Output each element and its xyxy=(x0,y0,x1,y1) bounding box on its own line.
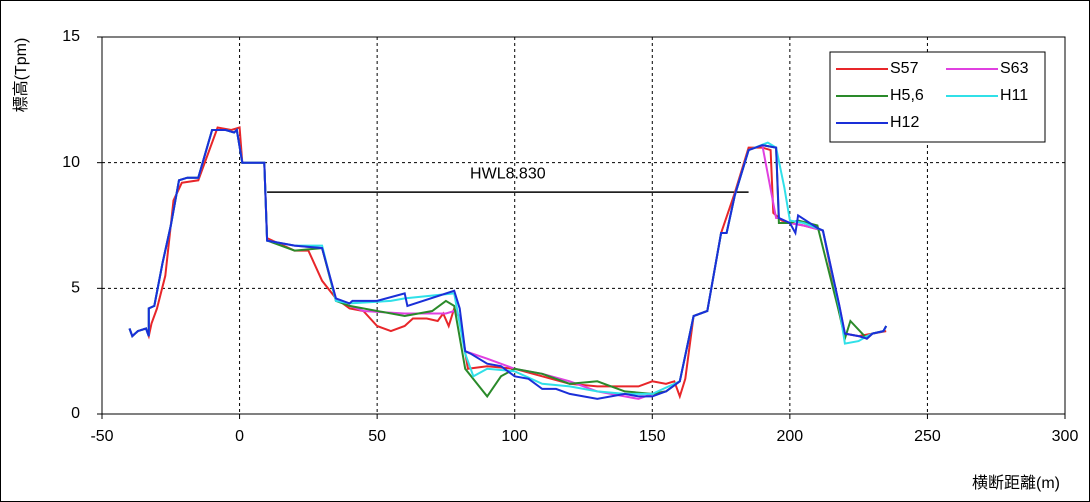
x-tick-label: 0 xyxy=(235,428,244,445)
x-tick-label: 50 xyxy=(368,428,386,445)
y-tick-label: 15 xyxy=(62,28,80,45)
y-tick-label: 0 xyxy=(71,405,80,422)
legend-label: S57 xyxy=(890,60,919,77)
x-tick-label: 150 xyxy=(639,428,666,445)
series-line xyxy=(128,128,888,400)
x-tick-label: -50 xyxy=(90,428,113,445)
plot-border xyxy=(101,36,1066,415)
legend-label: S63 xyxy=(1000,60,1029,77)
legend-label: H11 xyxy=(1000,87,1028,104)
annotation: HWL8.830 xyxy=(470,165,546,182)
legend-label: H12 xyxy=(890,114,919,131)
x-tick-label: 100 xyxy=(501,428,528,445)
y-axis-label: 標高(Tpm) xyxy=(12,38,30,113)
legend-label: H5,6 xyxy=(890,87,924,104)
x-tick-label: 300 xyxy=(1052,428,1079,445)
x-axis-label: 横断距離(m) xyxy=(972,474,1060,492)
y-tick-label: 5 xyxy=(71,280,80,297)
y-tick-label: 10 xyxy=(62,154,80,171)
x-tick-label: 200 xyxy=(777,428,804,445)
x-tick-label: 250 xyxy=(914,428,941,445)
